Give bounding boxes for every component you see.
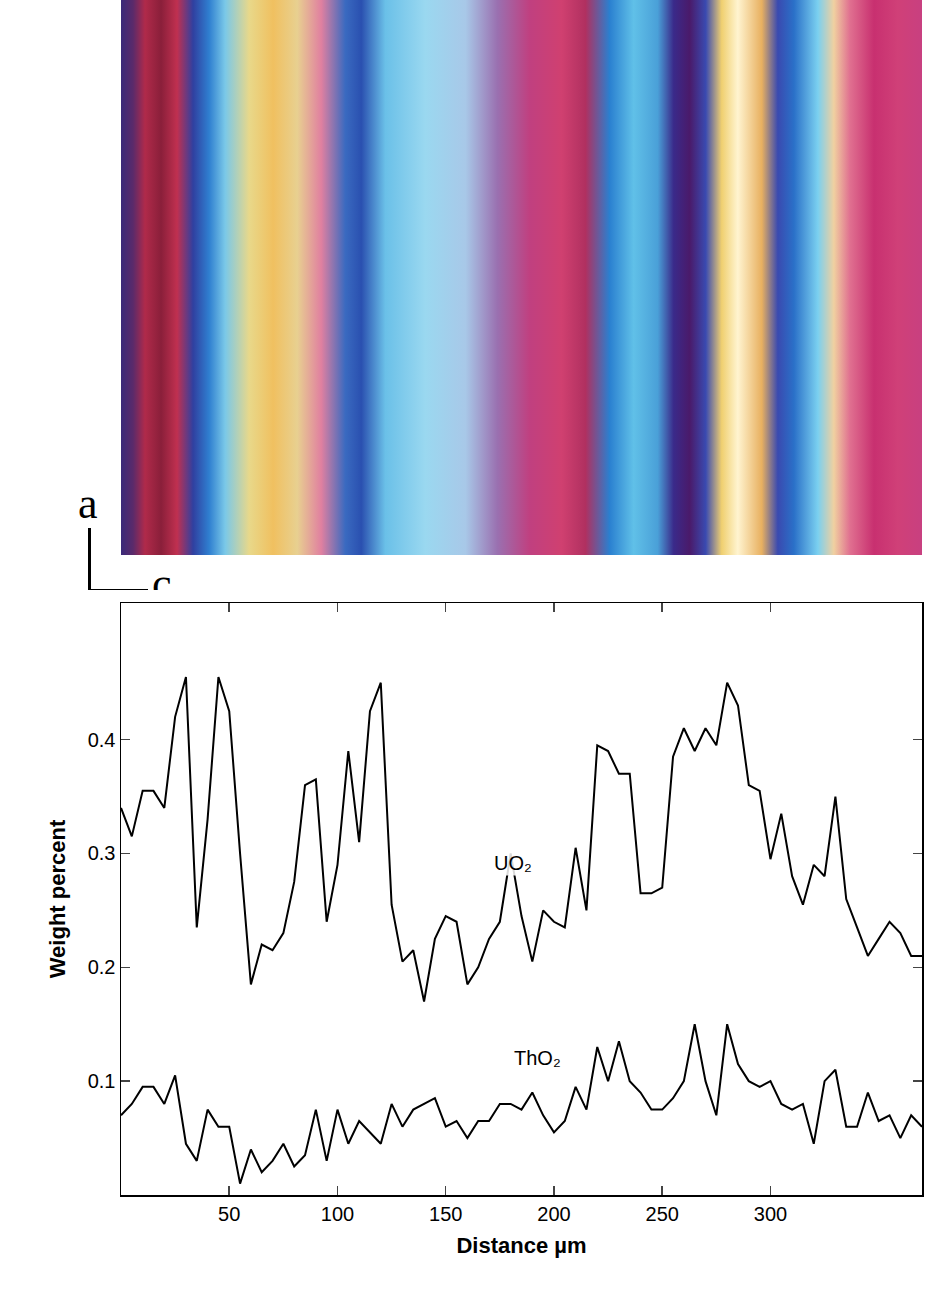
svg-text:250: 250 bbox=[646, 1203, 679, 1225]
svg-text:Weight percent: Weight percent bbox=[45, 819, 70, 978]
svg-text:ThO₂: ThO₂ bbox=[514, 1047, 561, 1069]
svg-text:100: 100 bbox=[321, 1203, 354, 1225]
svg-text:UO₂: UO₂ bbox=[494, 852, 532, 874]
svg-text:0.1: 0.1 bbox=[88, 1070, 116, 1092]
svg-text:200: 200 bbox=[537, 1203, 570, 1225]
svg-text:150: 150 bbox=[429, 1203, 462, 1225]
svg-text:0.2: 0.2 bbox=[88, 956, 116, 978]
html-text:c: c bbox=[152, 559, 172, 608]
svg-text:0.4: 0.4 bbox=[88, 729, 116, 751]
html-text:a: a bbox=[78, 479, 98, 528]
svg-text:Distance µm: Distance µm bbox=[456, 1233, 586, 1258]
svg-text:0.3: 0.3 bbox=[88, 842, 116, 864]
svg-text:50: 50 bbox=[218, 1203, 240, 1225]
svg-text:300: 300 bbox=[754, 1203, 787, 1225]
